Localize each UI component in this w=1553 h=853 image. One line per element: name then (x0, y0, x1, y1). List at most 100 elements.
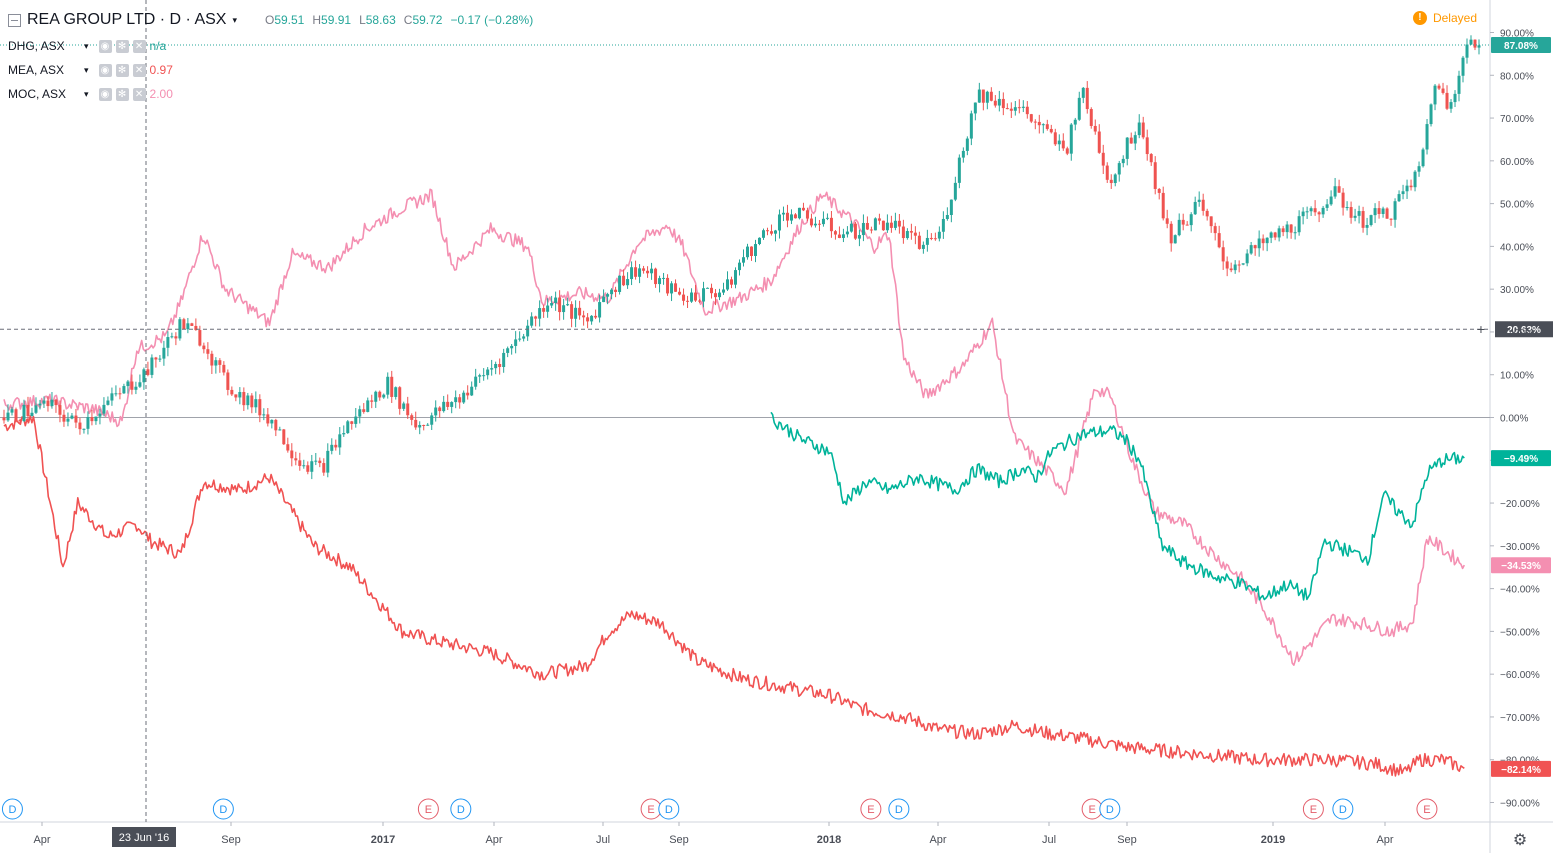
candle (901, 219, 905, 244)
candle (1457, 70, 1461, 102)
candle (450, 401, 454, 414)
earnings-marker[interactable]: E (640, 798, 662, 820)
candle (98, 408, 102, 425)
chevron-down-icon[interactable]: ▾ (84, 64, 89, 75)
candle (1201, 193, 1205, 216)
candle (566, 297, 570, 307)
series-line-mea[interactable] (3, 415, 1465, 777)
candle (658, 275, 662, 293)
candle (294, 451, 298, 466)
candle (1117, 160, 1121, 182)
x-tick-label: 2018 (817, 834, 841, 846)
compare-row-mea[interactable]: MEA, ASX ▾ ◉ ✻ ✕ 0.97 (8, 58, 533, 82)
candle (206, 342, 210, 360)
candle (1121, 155, 1125, 168)
dividend-marker[interactable]: D (1332, 798, 1354, 820)
candle (865, 216, 869, 231)
y-tick-label: −90.00% (1500, 799, 1540, 810)
earnings-marker[interactable]: E (1416, 798, 1438, 820)
candle (714, 289, 718, 306)
candle (1333, 177, 1337, 199)
candle (538, 300, 542, 327)
candle (1157, 187, 1161, 200)
dividend-marker[interactable]: D (888, 798, 910, 820)
candle (498, 358, 502, 375)
earnings-marker[interactable]: E (1081, 798, 1103, 820)
candle (1361, 206, 1365, 233)
candle (845, 226, 849, 238)
candle (522, 333, 526, 342)
eye-icon[interactable]: ◉ (98, 39, 112, 53)
gear-icon[interactable]: ⚙ (1513, 832, 1527, 849)
dividend-marker[interactable]: D (450, 798, 472, 820)
candle (1017, 99, 1021, 114)
candle (554, 291, 558, 311)
compare-row-dhg[interactable]: DHG, ASX ▾ ◉ ✻ ✕ n/a (8, 34, 533, 58)
series-line-moc[interactable] (3, 188, 1466, 666)
candle (1013, 100, 1017, 116)
eye-icon[interactable]: ◉ (98, 87, 112, 101)
candle (610, 288, 614, 300)
collapse-legend-icon[interactable] (8, 13, 21, 27)
crosshair-value-label: 20.63% (1507, 325, 1541, 336)
candle (1317, 211, 1321, 223)
chevron-down-icon[interactable]: ▾ (84, 88, 89, 99)
candle (1261, 234, 1265, 251)
candle (1453, 90, 1457, 108)
close-icon[interactable]: ✕ (132, 63, 146, 77)
candle (1133, 131, 1137, 151)
candle (430, 412, 434, 430)
candle (210, 350, 214, 374)
delayed-indicator[interactable]: ! Delayed (1412, 11, 1477, 25)
gear-icon[interactable]: ✻ (115, 39, 129, 53)
dividend-marker[interactable]: D (658, 798, 680, 820)
candle (654, 267, 658, 288)
earnings-marker[interactable]: E (1302, 798, 1324, 820)
candle (670, 281, 674, 302)
candle (1129, 132, 1133, 144)
chevron-down-icon[interactable]: ▾ (84, 40, 89, 51)
candle (985, 90, 989, 110)
gear-icon[interactable]: ✻ (115, 87, 129, 101)
candle (230, 386, 234, 397)
y-tick-label: 50.00% (1500, 200, 1534, 211)
close-icon[interactable]: ✕ (132, 87, 146, 101)
candle (1109, 174, 1113, 189)
earnings-marker[interactable]: E (417, 798, 439, 820)
compare-symbol[interactable]: DHG, ASX (8, 39, 65, 53)
candle (518, 331, 522, 342)
compare-row-moc[interactable]: MOC, ASX ▾ ◉ ✻ ✕ 2.00 (8, 82, 533, 106)
event-marker-label: E (1088, 804, 1095, 816)
earnings-marker[interactable]: E (860, 798, 882, 820)
candle (650, 262, 654, 280)
dividend-marker[interactable]: D (1099, 798, 1121, 820)
dividend-marker[interactable]: D (1, 798, 23, 820)
series-line-dhg[interactable] (770, 411, 1465, 601)
plus-icon[interactable]: + (1477, 321, 1485, 337)
compare-symbol[interactable]: MEA, ASX (8, 63, 65, 77)
candle (1469, 35, 1473, 46)
candle (326, 443, 330, 478)
gear-icon[interactable]: ✻ (115, 63, 129, 77)
candle (1005, 103, 1009, 110)
event-marker-label: E (1310, 804, 1317, 816)
candle (582, 310, 586, 326)
candle (310, 454, 314, 480)
candle (997, 90, 1001, 112)
dividend-marker[interactable]: D (212, 798, 234, 820)
candle (394, 386, 398, 400)
chevron-down-icon[interactable]: ▾ (232, 14, 237, 25)
close-icon[interactable]: ✕ (132, 39, 146, 53)
candle (929, 233, 933, 241)
candle (434, 400, 438, 422)
candle (382, 393, 386, 399)
compare-symbol[interactable]: MOC, ASX (8, 87, 67, 101)
candle (106, 396, 110, 406)
candle (406, 396, 410, 419)
symbol-title[interactable]: REA GROUP LTD · D · ASX (27, 11, 227, 28)
candle (753, 239, 757, 263)
price-tag-label: −9.49% (1504, 454, 1538, 465)
eye-icon[interactable]: ◉ (98, 63, 112, 77)
